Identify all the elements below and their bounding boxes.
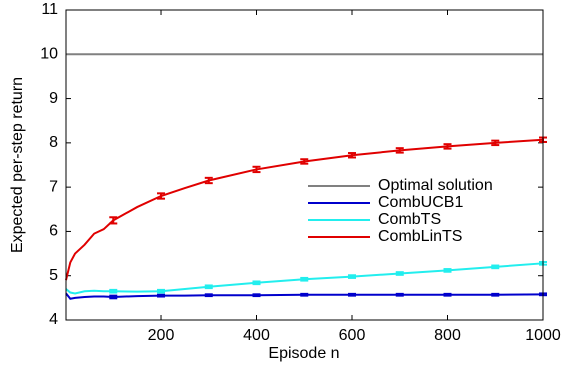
y-tick-label: 7: [49, 178, 58, 195]
error-bar: [348, 152, 357, 159]
error-bar: [491, 292, 500, 297]
error-bar: [157, 288, 166, 294]
y-tick-label: 11: [41, 1, 58, 18]
error-bar: [109, 216, 118, 225]
y-axis-label: Expected per-step return: [9, 77, 26, 253]
x-tick-label: 600: [339, 327, 366, 344]
error-bar: [395, 271, 404, 276]
plot-frame: [65, 9, 544, 321]
x-tick-label: 200: [148, 327, 175, 344]
error-bar: [348, 292, 357, 297]
error-bar: [109, 294, 118, 300]
plot-area: [66, 10, 543, 320]
error-bar: [395, 292, 404, 297]
x-axis-label: Episode n: [268, 345, 339, 362]
error-bar: [252, 165, 261, 174]
error-bar: [491, 139, 500, 147]
error-bar: [491, 264, 500, 270]
error-bar: [443, 143, 452, 150]
legend-label: CombTS: [378, 211, 441, 228]
series-line: [65, 138, 544, 281]
error-bar: [300, 292, 309, 297]
error-bar: [157, 293, 166, 298]
y-tick-label: 9: [49, 90, 58, 107]
error-bar: [348, 274, 357, 279]
error-bar: [443, 292, 452, 297]
error-bar: [157, 192, 166, 200]
y-tick-label: 10: [40, 46, 58, 63]
x-tick-label: 1000: [525, 327, 561, 344]
y-tick-label: 4: [49, 311, 58, 328]
y-tick-label: 8: [49, 134, 58, 151]
error-bar: [300, 158, 309, 165]
error-bar: [204, 176, 213, 185]
error-bar: [109, 288, 118, 294]
error-bar: [252, 293, 261, 298]
series-line: [65, 292, 544, 300]
x-tick-label: 400: [243, 327, 270, 344]
y-tick-label: 6: [49, 223, 58, 240]
series-line: [65, 262, 544, 295]
legend-label: CombUCB1: [378, 194, 463, 211]
legend-label: CombLinTS: [378, 228, 462, 245]
error-bar: [395, 147, 404, 154]
x-tick-label: 800: [434, 327, 461, 344]
y-tick-label: 5: [49, 267, 58, 284]
error-bar: [300, 276, 309, 282]
legend-label: Optimal solution: [378, 177, 493, 194]
error-bar: [204, 284, 213, 290]
error-bar: [204, 293, 213, 298]
error-bar: [443, 268, 452, 273]
error-bar: [252, 280, 261, 286]
